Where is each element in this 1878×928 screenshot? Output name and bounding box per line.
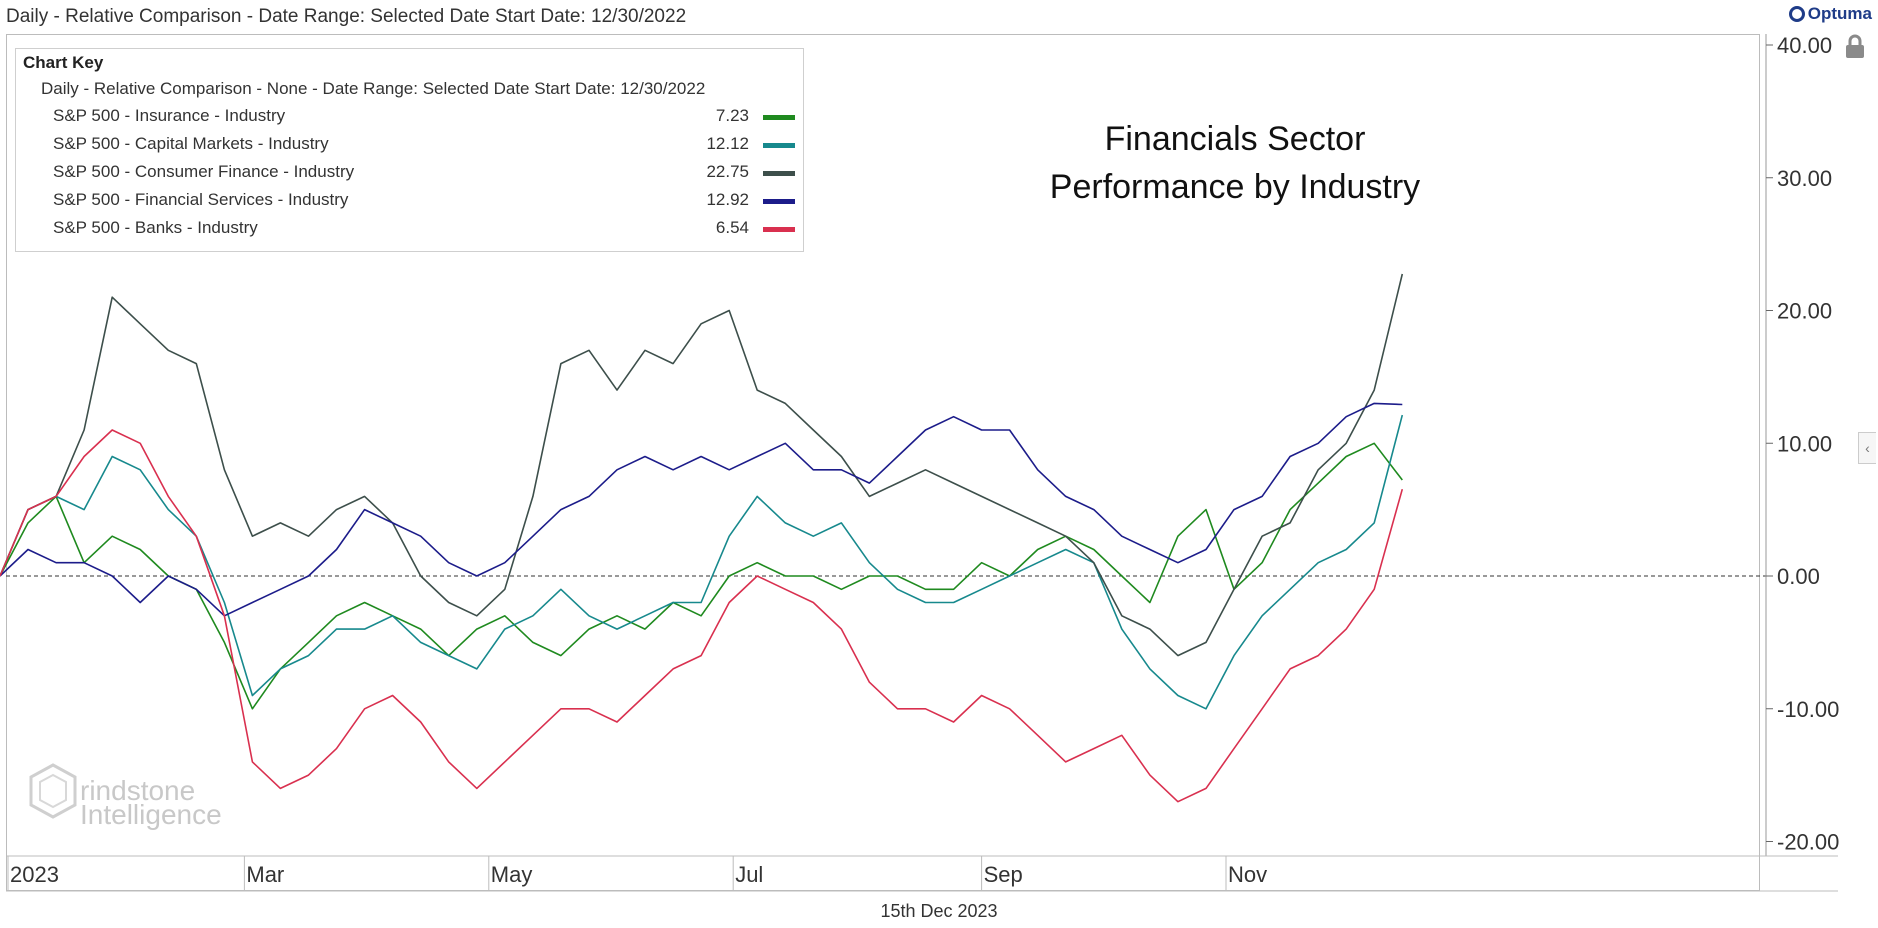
watermark-line1: rindstone: [80, 775, 196, 806]
y-tick-label: 20.00: [1777, 299, 1832, 324]
legend-series-value: 7.23: [715, 106, 749, 125]
series-layer: [0, 273, 1404, 803]
legend-series-value: 12.92: [706, 190, 749, 209]
chart-annotation: Financials Sector Performance by Industr…: [1040, 115, 1430, 211]
y-tick-label: 0.00: [1777, 564, 1820, 589]
y-tick-label: 10.00: [1777, 431, 1832, 456]
legend-swatch: [763, 171, 795, 176]
y-tick-label: 40.00: [1777, 33, 1832, 58]
legend-swatch: [763, 199, 795, 204]
legend-series-name: S&P 500 - Financial Services - Industry: [53, 190, 349, 209]
legend-series-name: S&P 500 - Capital Markets - Industry: [53, 134, 329, 153]
x-tick-label: Mar: [246, 862, 284, 887]
legend-row-capital-markets[interactable]: S&P 500 - Capital Markets - Industry 12.…: [53, 134, 805, 158]
legend-series-value: 6.54: [715, 218, 749, 237]
x-tick-label: 2023: [10, 862, 59, 887]
optuma-logo-icon: [1788, 6, 1805, 22]
legend-series-value: 12.12: [706, 134, 749, 153]
series-line-2[interactable]: [0, 273, 1404, 657]
y-tick-label: -20.00: [1777, 830, 1839, 855]
x-tick-label: Jul: [735, 862, 763, 887]
legend-row-banks[interactable]: S&P 500 - Banks - Industry 6.54: [53, 218, 805, 242]
chart-header-title: Daily - Relative Comparison - Date Range…: [6, 6, 687, 27]
legend-swatch: [763, 143, 795, 148]
lock-icon[interactable]: [1842, 34, 1868, 60]
legend-row-financial-services[interactable]: S&P 500 - Financial Services - Industry …: [53, 190, 805, 214]
chart-key-subtitle: Daily - Relative Comparison - None - Dat…: [41, 79, 706, 98]
axis-layer: 40.00 30.00 20.00 10.00 0.00 -10.00 -20.00 2023…: [6, 33, 1839, 892]
x-tick-label: May: [491, 862, 533, 887]
legend-series-value: 22.75: [706, 162, 749, 181]
watermark-hexagon-icon: [29, 763, 77, 819]
legend-row-consumer-finance[interactable]: S&P 500 - Consumer Finance - Industry 22…: [53, 162, 805, 186]
series-line-1[interactable]: [0, 414, 1404, 710]
watermark-line2: Intelligence: [80, 799, 222, 830]
annotation-line1: Financials Sector: [1104, 120, 1366, 158]
legend-swatch: [763, 115, 795, 120]
chart-key: Chart Key Daily - Relative Comparison - …: [15, 48, 804, 252]
legend-row-insurance[interactable]: S&P 500 - Insurance - Industry 7.23: [53, 106, 805, 130]
legend-series-name: S&P 500 - Consumer Finance - Industry: [53, 162, 355, 181]
legend-swatch: [763, 227, 795, 232]
legend-series-name: S&P 500 - Insurance - Industry: [53, 106, 286, 125]
y-tick-label: -10.00: [1777, 697, 1839, 722]
series-line-3[interactable]: [0, 402, 1403, 617]
series-line-4[interactable]: [0, 429, 1404, 803]
x-tick-label: Sep: [984, 862, 1023, 887]
footer-date: 15th Dec 2023: [880, 901, 998, 921]
brand-name: Optuma: [1807, 4, 1872, 23]
annotation-line2: Performance by Industry: [1049, 168, 1421, 206]
legend-series-name: S&P 500 - Banks - Industry: [53, 218, 258, 237]
watermark-logo: rindstone Intelligence: [28, 763, 222, 829]
brand-logo[interactable]: Optuma: [1788, 4, 1872, 24]
chart-key-title: Chart Key: [23, 53, 104, 72]
x-tick-label: Nov: [1228, 862, 1267, 887]
y-tick-label: 30.00: [1777, 166, 1832, 191]
chevron-left-icon[interactable]: ‹: [1858, 432, 1876, 464]
